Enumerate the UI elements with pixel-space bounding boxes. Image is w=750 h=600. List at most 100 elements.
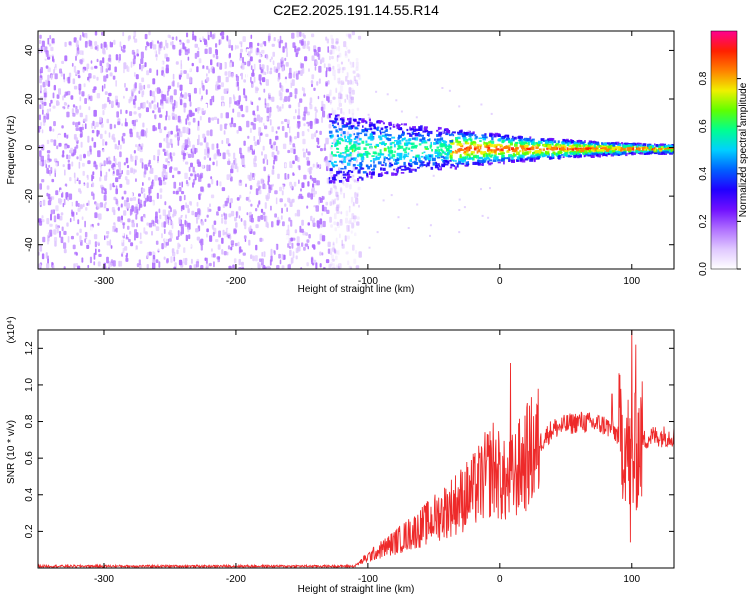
spectrogram-cell xyxy=(349,152,352,154)
spectrogram-cell xyxy=(187,153,192,158)
spectrogram-cell xyxy=(352,128,355,134)
spectrogram-cell xyxy=(532,138,535,141)
spectrogram-cell xyxy=(82,162,85,167)
spectrogram-cell xyxy=(221,237,224,244)
spectrogram-cell xyxy=(387,153,391,157)
spectrogram-cell xyxy=(144,62,147,68)
spectrogram-cell xyxy=(497,134,501,137)
spectrogram-cell xyxy=(153,104,157,110)
spectrogram-cell xyxy=(410,168,415,171)
spectrogram-cell xyxy=(66,154,69,160)
spectrogram-cell xyxy=(128,98,131,104)
spectrogram-cell xyxy=(670,148,674,151)
spectrogram-cell xyxy=(297,156,300,163)
spectrogram-cell xyxy=(546,143,549,147)
spectrogram-cell xyxy=(332,200,335,205)
spectrogram-cell xyxy=(409,134,413,137)
spectrogram-cell xyxy=(59,230,61,238)
spectrogram-cell xyxy=(577,151,579,155)
spectrogram-cell xyxy=(125,254,128,258)
spectrogram-cell xyxy=(513,153,517,157)
spectrogram-cell xyxy=(562,156,565,158)
spectrogram-cell xyxy=(663,144,666,148)
spectrogram-cell xyxy=(328,263,332,269)
spectrogram-cell xyxy=(336,204,340,211)
spectrogram-cell xyxy=(543,140,547,142)
spectrogram-cell xyxy=(131,222,135,228)
spectrogram-cell xyxy=(367,136,372,140)
spectrogram-cell xyxy=(309,166,313,171)
spectrogram-cell xyxy=(455,139,459,143)
spectrogram-cell xyxy=(329,55,331,61)
spectrogram-cell xyxy=(159,214,162,220)
spectrogram-cell xyxy=(186,127,189,134)
spectrogram-cell xyxy=(159,188,163,193)
spectrogram-cell xyxy=(110,39,114,43)
spectrogram-cell xyxy=(124,82,126,88)
spectrogram-cell xyxy=(254,141,257,146)
spectrogram-cell xyxy=(93,234,98,240)
spectrogram-cell xyxy=(197,47,200,51)
spectrogram-cell xyxy=(106,157,108,165)
spectrogram-cell xyxy=(282,42,286,47)
spectrogram-cell xyxy=(44,159,47,166)
spectrogram-cell xyxy=(202,245,206,249)
spectrogram-cell xyxy=(134,82,137,89)
spectrogram-cell xyxy=(155,240,159,245)
spectrogram-cell xyxy=(134,126,137,133)
spectrogram-cell xyxy=(175,125,179,132)
spectrogram-cell xyxy=(293,71,296,79)
spectrogram-cell xyxy=(261,77,266,83)
spectrogram-cell xyxy=(429,234,431,237)
spectrogram-cell xyxy=(315,205,319,212)
spectrogram-cell xyxy=(98,253,102,257)
spectrogram-cell xyxy=(363,120,367,123)
spectrogram-cell xyxy=(446,133,449,135)
spectrogram-cell xyxy=(39,39,42,44)
spectrogram-cell xyxy=(480,151,483,154)
spectrogram-cell xyxy=(553,140,557,144)
spectrogram-cell xyxy=(314,132,317,138)
y-tick-label: 0.6 xyxy=(24,451,35,465)
spectrogram-cell xyxy=(333,248,337,254)
spectrogram-cell xyxy=(615,141,620,145)
spectrogram-cell xyxy=(157,102,159,108)
spectrogram-cell xyxy=(506,150,510,153)
spectrogram-cell xyxy=(174,134,177,138)
spectrogram-cell xyxy=(386,93,389,96)
spectrogram-cell xyxy=(269,58,272,63)
spectrogram-cell xyxy=(423,141,428,144)
spectrogram-cell xyxy=(255,244,258,251)
spectrogram-cell xyxy=(352,203,356,207)
spectrogram-cell xyxy=(340,211,343,215)
spectrogram-cell xyxy=(588,149,591,152)
spectrogram-cell xyxy=(301,219,304,226)
spectrogram-cell xyxy=(53,139,57,146)
spectrogram-cell xyxy=(305,136,310,141)
spectrogram-cell xyxy=(545,140,549,144)
spectrogram-cell xyxy=(103,83,106,89)
spectrogram-cell xyxy=(259,135,261,143)
spectrogram-cell xyxy=(432,162,436,166)
spectrogram-cell xyxy=(131,205,134,212)
spectrogram-cell xyxy=(604,153,607,157)
spectrogram-cell xyxy=(245,196,249,201)
spectrogram-cell xyxy=(238,215,241,219)
spectrogram-cell xyxy=(126,202,130,209)
spectrogram-cell xyxy=(99,60,103,67)
spectrogram-cell xyxy=(337,81,340,85)
spectrogram-cell xyxy=(354,79,358,84)
spectrogram-cell xyxy=(272,51,275,57)
spectrogram-cell xyxy=(636,144,639,148)
spectrogram-cell xyxy=(362,156,364,159)
spectrogram-cell xyxy=(213,220,217,225)
spectrogram-cell xyxy=(171,223,174,229)
spectrogram-cell xyxy=(402,130,404,134)
spectrogram-cell xyxy=(184,221,188,227)
spectrogram-cell xyxy=(137,146,140,151)
spectrogram-cell xyxy=(383,147,387,152)
spectrogram-cell xyxy=(250,254,253,259)
spectrogram-cell xyxy=(149,138,153,144)
spectrogram-cell xyxy=(227,228,231,235)
spectrogram-cell xyxy=(364,150,369,154)
